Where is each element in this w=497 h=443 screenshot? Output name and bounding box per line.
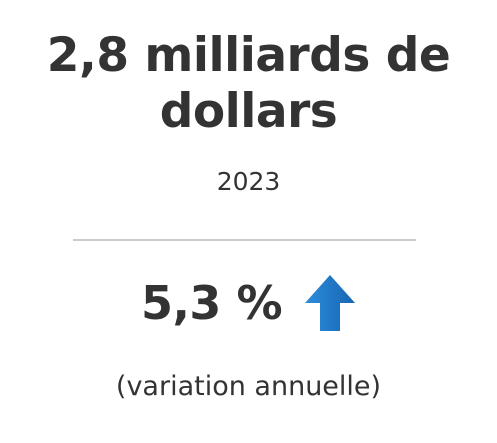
change-row: 5,3 % [0, 268, 497, 338]
headline-value: 2,8 milliards de dollars [0, 28, 497, 140]
caption: (variation annuelle) [115, 371, 382, 402]
divider [73, 239, 416, 241]
arrow-up-icon [305, 275, 356, 331]
year-label: 2023 [216, 167, 281, 196]
percent-change: 5,3 % [140, 276, 283, 330]
headline-line-2: dollars [159, 84, 338, 139]
headline-line-1: 2,8 milliards de [46, 28, 451, 83]
